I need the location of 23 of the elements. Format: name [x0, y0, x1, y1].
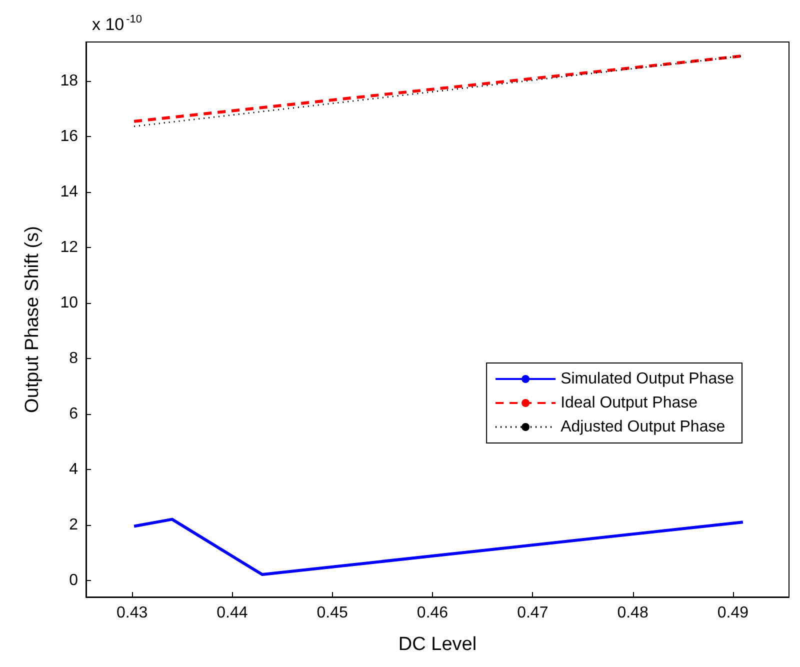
line-series — [132, 518, 744, 576]
legend-label: Ideal Output Phase — [560, 394, 698, 412]
x-tick-label: 0.49 — [717, 604, 749, 622]
x-tick-label: 0.47 — [517, 604, 548, 622]
x-tick-label: 0.48 — [617, 604, 648, 622]
y-tick-label: 16 — [60, 128, 78, 145]
x-tick-label: 0.43 — [116, 604, 148, 622]
y-tick-label: 4 — [69, 460, 78, 478]
y-tick-label: 8 — [69, 350, 78, 367]
legend-label: Simulated Output Phase — [560, 370, 734, 388]
y-tick-label: 18 — [60, 72, 78, 90]
y-axis-title: Output Phase Shift (s) — [22, 226, 43, 413]
y-tick-label: 0 — [69, 572, 78, 589]
x-tick-label: 0.44 — [216, 604, 248, 622]
y-tick-label: 14 — [60, 183, 78, 200]
legend-label: Adjusted Output Phase — [560, 418, 726, 436]
y-tick-label: 6 — [69, 405, 78, 422]
x-tick-label: 0.45 — [316, 604, 348, 622]
y-tick-label: 2 — [69, 516, 78, 534]
x-tick-label: 0.46 — [416, 604, 448, 622]
x-axis-title: DC Level — [398, 634, 477, 655]
y-tick-label: 10 — [60, 294, 78, 312]
y-tick-label: 12 — [60, 238, 78, 256]
